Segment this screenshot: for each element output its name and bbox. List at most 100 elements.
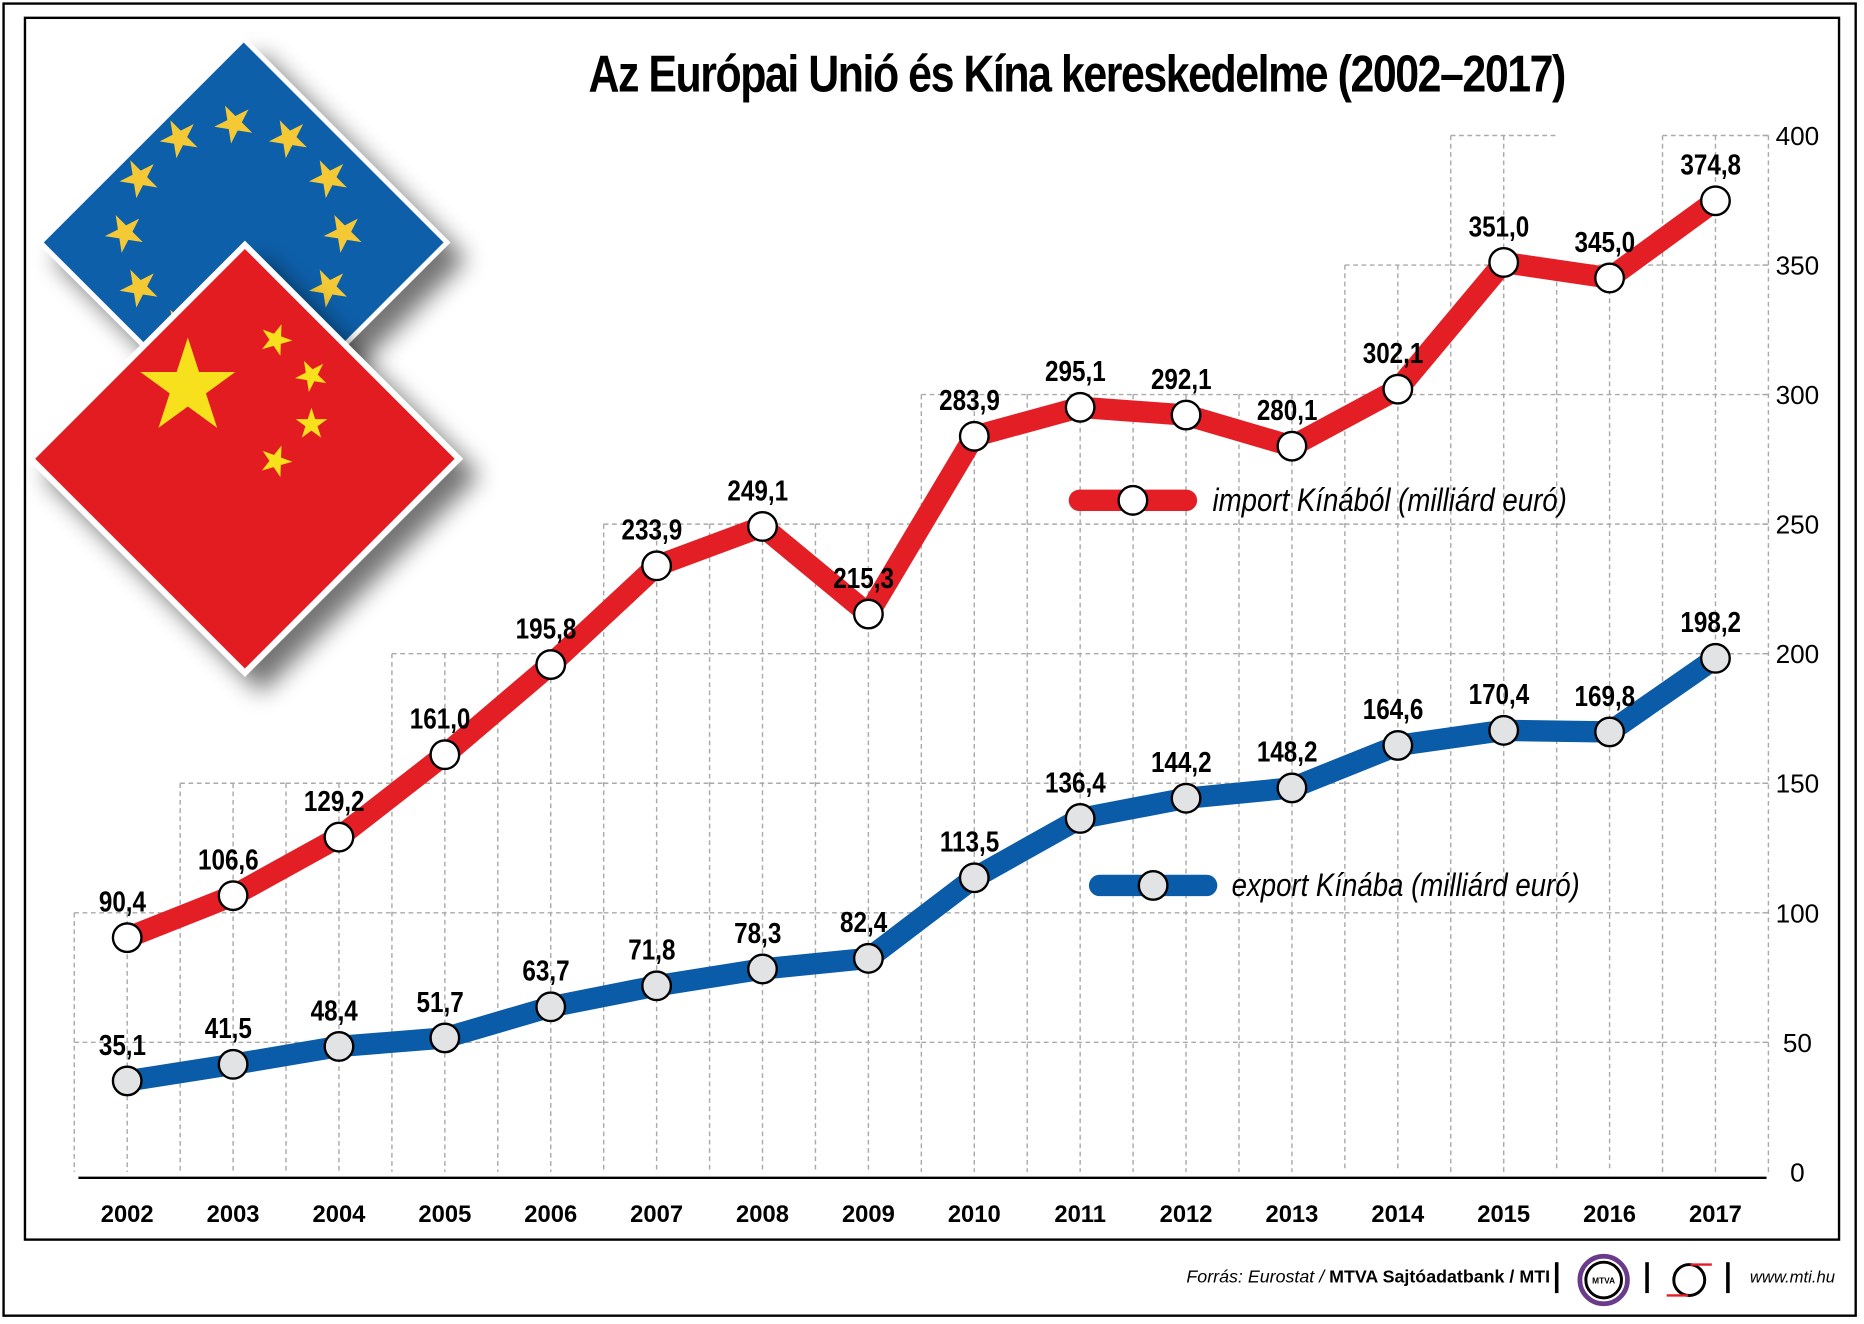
data-point[interactable] [1700, 642, 1731, 674]
x-tick-label: 2014 [1371, 1201, 1425, 1228]
data-point[interactable] [1276, 772, 1308, 804]
y-tick-label: 150 [1776, 769, 1820, 799]
x-tick-label: 2005 [418, 1201, 471, 1228]
data-label: 48,4 [311, 994, 358, 1026]
y-tick-label: 350 [1776, 251, 1820, 281]
data-label: 195,8 [516, 613, 577, 645]
y-tick-label: 100 [1776, 898, 1820, 928]
data-label: 148,2 [1257, 736, 1318, 768]
data-point[interactable] [217, 880, 249, 912]
data-point[interactable] [1064, 803, 1096, 834]
series-line-export [116, 647, 1727, 1092]
x-tick-label: 2009 [842, 1201, 895, 1228]
data-label: 169,8 [1574, 680, 1635, 712]
separator [1726, 1262, 1730, 1294]
series-lines: 90,4 106,6 129,2 161,0 195,8 233,9 249,1 215,3 2… [99, 149, 1741, 1097]
data-point[interactable] [852, 942, 884, 974]
x-tick-label: 2017 [1689, 1201, 1742, 1228]
data-label: 41,5 [205, 1012, 252, 1044]
data-label: 63,7 [522, 955, 569, 987]
data-point[interactable] [641, 550, 673, 582]
data-label: 170,4 [1469, 678, 1530, 710]
data-point[interactable] [1700, 185, 1731, 217]
data-label: 374,8 [1680, 149, 1741, 181]
data-point[interactable] [111, 1065, 143, 1097]
data-point[interactable] [1276, 430, 1308, 462]
x-tick-label: 2003 [207, 1201, 260, 1228]
y-tick-label: 50 [1783, 1028, 1812, 1058]
x-tick-label: 2012 [1160, 1201, 1213, 1228]
x-tick-label: 2013 [1265, 1201, 1318, 1228]
data-point[interactable] [429, 1022, 461, 1054]
data-point[interactable] [1488, 714, 1520, 746]
x-tick-label: 2008 [736, 1201, 789, 1228]
data-label: 106,6 [198, 844, 259, 876]
data-label: 283,9 [939, 384, 1000, 416]
data-point[interactable] [747, 953, 778, 985]
y-tick-label: 200 [1776, 639, 1820, 669]
data-label: 302,1 [1363, 337, 1424, 369]
x-tick-label: 2016 [1583, 1201, 1636, 1228]
legend: import Kínából (milliárd euró) export Kín… [1068, 483, 1580, 904]
data-label: 71,8 [628, 934, 675, 966]
mti-logo-icon [1666, 1263, 1712, 1297]
data-point[interactable] [852, 598, 884, 630]
x-tick-label: 2010 [948, 1201, 1001, 1228]
data-label: 249,1 [727, 474, 788, 506]
data-label: 161,0 [410, 703, 471, 735]
svg-text:MTVA: MTVA [1592, 1276, 1615, 1286]
data-point[interactable] [1170, 782, 1202, 814]
data-point[interactable] [958, 862, 990, 894]
data-label: 215,3 [833, 562, 894, 594]
separator [1645, 1262, 1649, 1294]
website-link[interactable]: www.mti.hu [1749, 1266, 1835, 1286]
data-point[interactable] [1382, 373, 1414, 405]
data-label: 295,1 [1045, 355, 1106, 387]
legend-label: export Kínába (milliárd euró) [1232, 868, 1580, 903]
x-tick-label: 2011 [1054, 1201, 1106, 1228]
y-tick-label: 250 [1776, 510, 1820, 540]
data-point[interactable] [1064, 391, 1096, 423]
data-label: 78,3 [734, 917, 781, 949]
data-point[interactable] [111, 922, 143, 954]
chart-title: Az Európai Unió és Kína kereskedelme (20… [588, 45, 1566, 104]
data-point[interactable] [641, 970, 673, 1002]
y-tick-label: 300 [1776, 380, 1820, 410]
data-point[interactable] [1170, 399, 1202, 431]
data-label: 280,1 [1257, 394, 1318, 426]
data-point[interactable] [323, 821, 355, 853]
data-point[interactable] [217, 1048, 249, 1080]
chart-frame [23, 16, 1841, 1241]
data-label: 164,6 [1363, 693, 1424, 725]
data-point[interactable] [1488, 246, 1520, 278]
data-point[interactable] [535, 991, 567, 1023]
data-point[interactable] [747, 511, 778, 542]
data-label: 113,5 [940, 826, 999, 858]
y-tick-label: 0 [1790, 1157, 1805, 1187]
data-point[interactable] [323, 1031, 355, 1062]
series-line-import [116, 190, 1727, 949]
data-label: 233,9 [622, 514, 683, 546]
data-point[interactable] [1594, 716, 1626, 748]
data-label: 90,4 [99, 886, 146, 918]
data-point[interactable] [958, 420, 990, 452]
china-flag [26, 240, 464, 677]
x-tick-label: 2015 [1477, 1201, 1530, 1228]
axes: 0 50 100 150 200 250 300 350 400 2002 2003 2004 2005… [78, 121, 1819, 1228]
data-label: 35,1 [99, 1029, 146, 1061]
data-point[interactable] [1594, 262, 1626, 294]
data-point[interactable] [429, 739, 461, 771]
data-label: 345,0 [1574, 226, 1635, 258]
separator [1554, 1262, 1559, 1294]
data-point[interactable] [535, 649, 567, 681]
data-label: 351,0 [1469, 210, 1530, 242]
data-label: 144,2 [1151, 746, 1212, 778]
data-point[interactable] [1382, 729, 1414, 761]
data-label: 129,2 [304, 785, 365, 817]
data-label: 82,4 [840, 906, 887, 938]
x-tick-label: 2006 [524, 1201, 577, 1228]
mtva-logo-icon: MTVA [1577, 1253, 1630, 1307]
